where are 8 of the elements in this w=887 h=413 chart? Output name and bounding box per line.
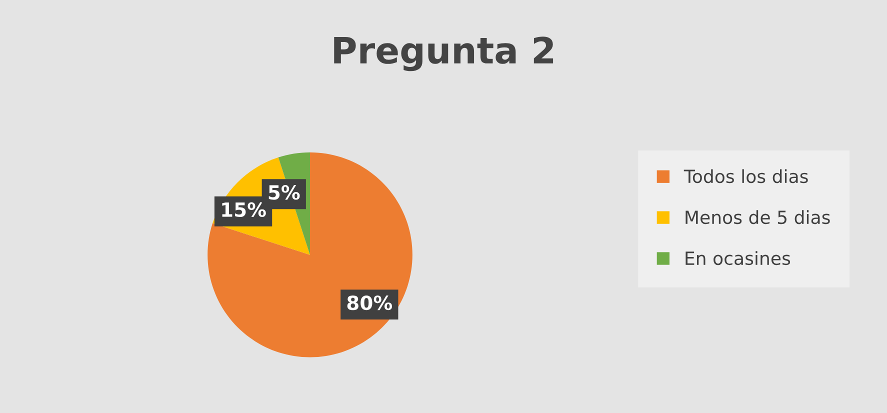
legend-label: Todos los dias (684, 169, 808, 184)
data-label: 80% (347, 295, 392, 310)
chart-title: Pregunta 2 (334, 36, 554, 72)
pie-slice (208, 152, 412, 358)
data-label: 5% (268, 185, 300, 200)
data-label: 15% (222, 202, 266, 218)
legend-label: Menos de 5 dias (686, 210, 830, 224)
legend-label: En ocasines (686, 251, 790, 266)
